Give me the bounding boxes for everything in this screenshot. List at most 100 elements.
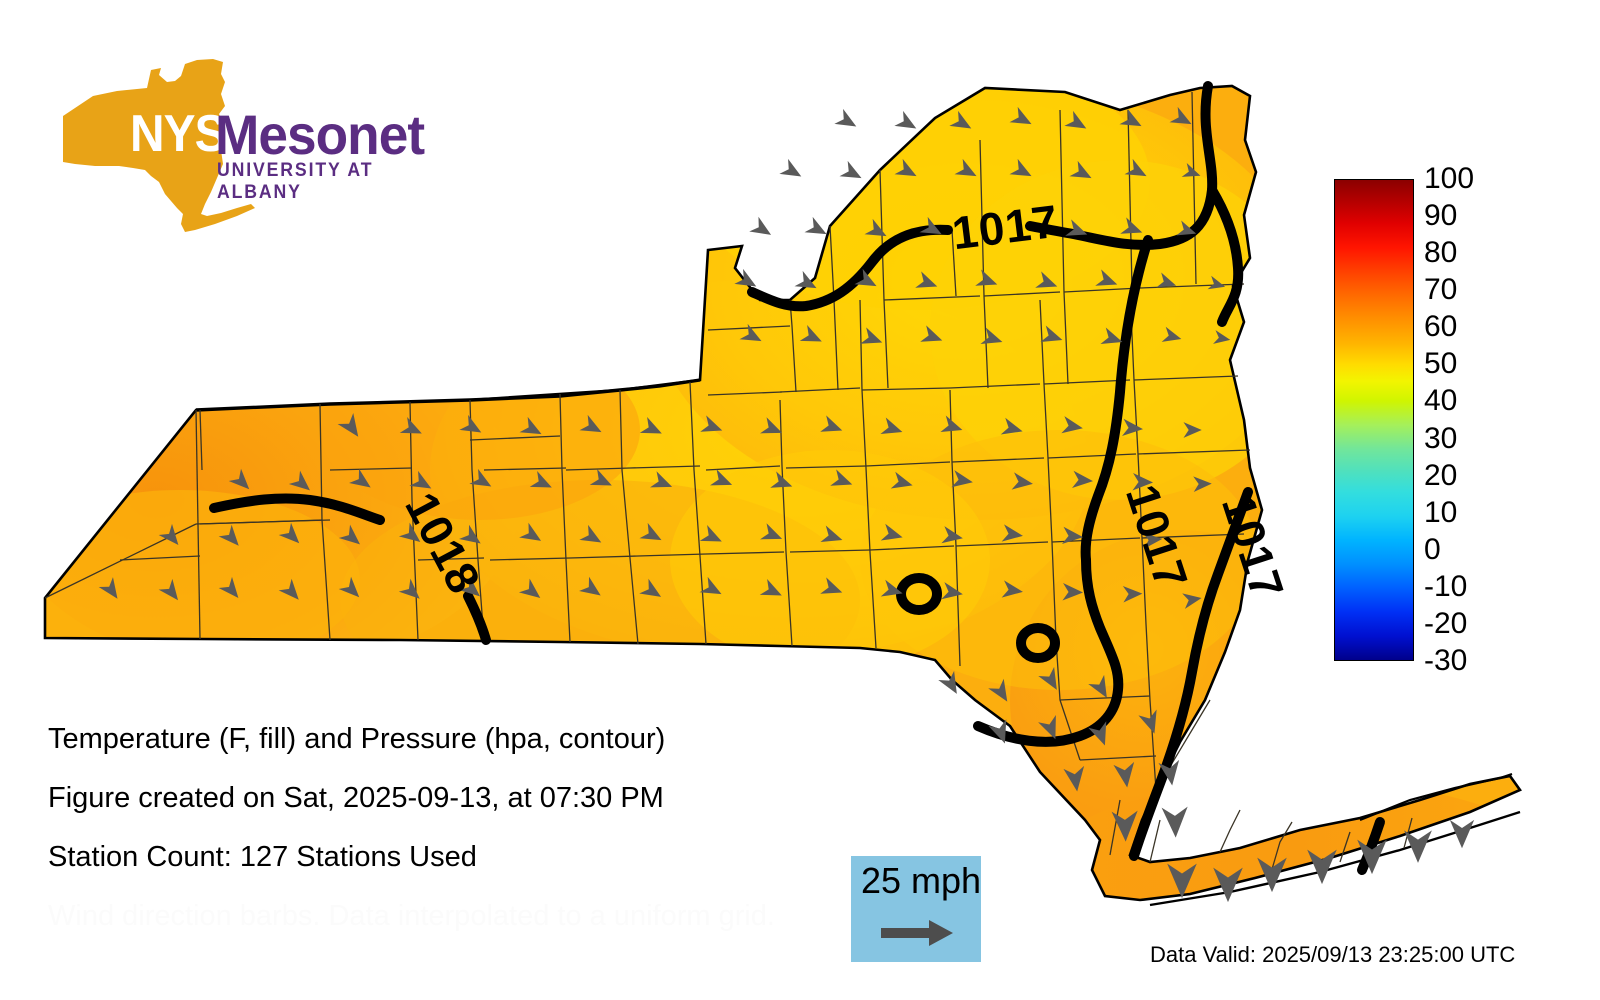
wind-arrow <box>700 415 723 432</box>
wind-arrow <box>519 416 542 435</box>
wind-arrow <box>988 678 1008 702</box>
wind-arrow <box>770 471 793 488</box>
wind-arrow <box>854 268 877 287</box>
wind-arrow <box>749 216 772 235</box>
ny-state-logo-shape <box>63 59 255 232</box>
wind-arrow <box>1038 715 1056 740</box>
contour-1017-north-b <box>747 224 953 312</box>
state-outline <box>43 84 1522 902</box>
wind-arrow <box>1062 583 1084 601</box>
wind-arrow <box>1100 327 1123 345</box>
wind-arrow <box>1119 108 1142 127</box>
colorbar-tick-30: 30 <box>1424 421 1458 455</box>
wind-arrow <box>1257 857 1287 893</box>
wind-arrow <box>1088 674 1107 698</box>
wind-arrow <box>278 578 299 600</box>
wind-arrow <box>1063 765 1085 792</box>
wind-arrow <box>518 578 541 599</box>
contour-1017-east-upper <box>1207 185 1244 327</box>
contour-1018-west-lower <box>463 591 491 645</box>
wind-arrow <box>1142 532 1163 549</box>
colorbar-tick-10: 10 <box>1424 495 1458 529</box>
wind-arrow <box>1040 325 1063 343</box>
wind-arrow <box>1065 219 1088 236</box>
contour-1017-longisland <box>1357 817 1385 875</box>
wind-arrow <box>1167 863 1197 899</box>
wind-arrow-layer <box>98 106 1475 903</box>
wind-arrow <box>1009 106 1032 125</box>
wind-arrow <box>639 417 662 434</box>
wind-arrow <box>158 578 179 601</box>
wind-arrow <box>941 582 963 600</box>
wind-arrow <box>579 414 602 433</box>
temperature-colorbar <box>1334 179 1414 661</box>
wind-arrow <box>954 158 977 177</box>
wind-arrow <box>1062 526 1084 545</box>
wind-arrow <box>799 325 822 342</box>
wind-arrow <box>1156 272 1177 288</box>
colorbar-tick-40: 40 <box>1424 384 1458 418</box>
logo-mesonet-text: Mesonet <box>215 103 425 166</box>
wind-arrow <box>399 417 422 434</box>
wind-arrow <box>951 470 973 488</box>
wind-arrow <box>941 526 963 544</box>
wind-arrow <box>1161 326 1182 342</box>
wind-arrow <box>1111 810 1138 842</box>
colorbar-tick-70: 70 <box>1424 273 1458 307</box>
wind-arrow <box>894 110 917 129</box>
logo-subtitle: UNIVERSITY AT ALBANY <box>217 160 374 203</box>
wind-arrow <box>459 414 482 433</box>
colorbar-tick-60: 60 <box>1424 310 1458 344</box>
wind-arrow <box>938 670 957 694</box>
colorbar-tick-100: 100 <box>1424 162 1475 195</box>
wind-arrow <box>218 524 239 546</box>
wind-arrow <box>940 415 963 433</box>
wind-speed-legend: 25 mph <box>851 856 981 962</box>
wind-arrow <box>915 271 938 288</box>
contour-ring-1 <box>896 573 942 615</box>
colorbar-tick-0: 0 <box>1424 532 1441 566</box>
wind-arrow-icon <box>881 920 953 946</box>
wind-arrow <box>1132 473 1154 491</box>
wind-arrow <box>920 325 943 342</box>
wind-arrow <box>919 216 942 235</box>
contour-ring-2 <box>1016 623 1060 663</box>
wind-arrow <box>579 524 602 543</box>
wind-arrow <box>734 268 757 287</box>
wind-arrow <box>1088 721 1107 746</box>
logo-nys-text: NYS <box>130 105 227 163</box>
wind-arrow <box>1035 271 1058 288</box>
wind-arrow <box>699 525 722 542</box>
wind-arrow <box>975 269 998 286</box>
wind-arrow <box>1404 830 1432 863</box>
wind-arrow <box>1064 110 1087 129</box>
wind-arrow <box>519 522 542 541</box>
wind-arrow <box>1009 158 1032 177</box>
data-valid-timestamp: Data Valid: 2025/09/13 23:25:00 UTC <box>1150 942 1516 967</box>
caption-footnote: Wind direction barbs. Data interpolated … <box>48 900 775 932</box>
contour-1018-west <box>209 493 385 525</box>
wind-arrow <box>1038 666 1057 690</box>
wind-arrow <box>1161 806 1188 838</box>
wind-arrow <box>1182 593 1202 609</box>
nys-mesonet-logo: NYS Mesonet UNIVERSITY AT ALBANY <box>55 58 425 238</box>
wind-arrow <box>288 470 310 491</box>
wind-arrow <box>710 469 733 486</box>
wind-arrow <box>398 522 421 543</box>
wind-arrow <box>779 158 802 177</box>
wind-arrow <box>834 108 857 127</box>
wind-arrow <box>830 469 853 486</box>
wind-arrow <box>1001 524 1023 542</box>
wind-arrow <box>860 327 883 344</box>
wind-arrow <box>349 468 371 488</box>
wind-arrow <box>639 578 662 597</box>
wind-arrow <box>1120 217 1143 234</box>
wind-arrow <box>1207 275 1226 290</box>
wind-arrow <box>1124 158 1147 177</box>
wind-arrow <box>894 158 917 177</box>
colorbar-tick--10: -10 <box>1424 569 1468 603</box>
wind-arrow <box>880 417 903 435</box>
wind-arrow <box>1138 709 1157 734</box>
wind-arrow <box>278 522 300 544</box>
